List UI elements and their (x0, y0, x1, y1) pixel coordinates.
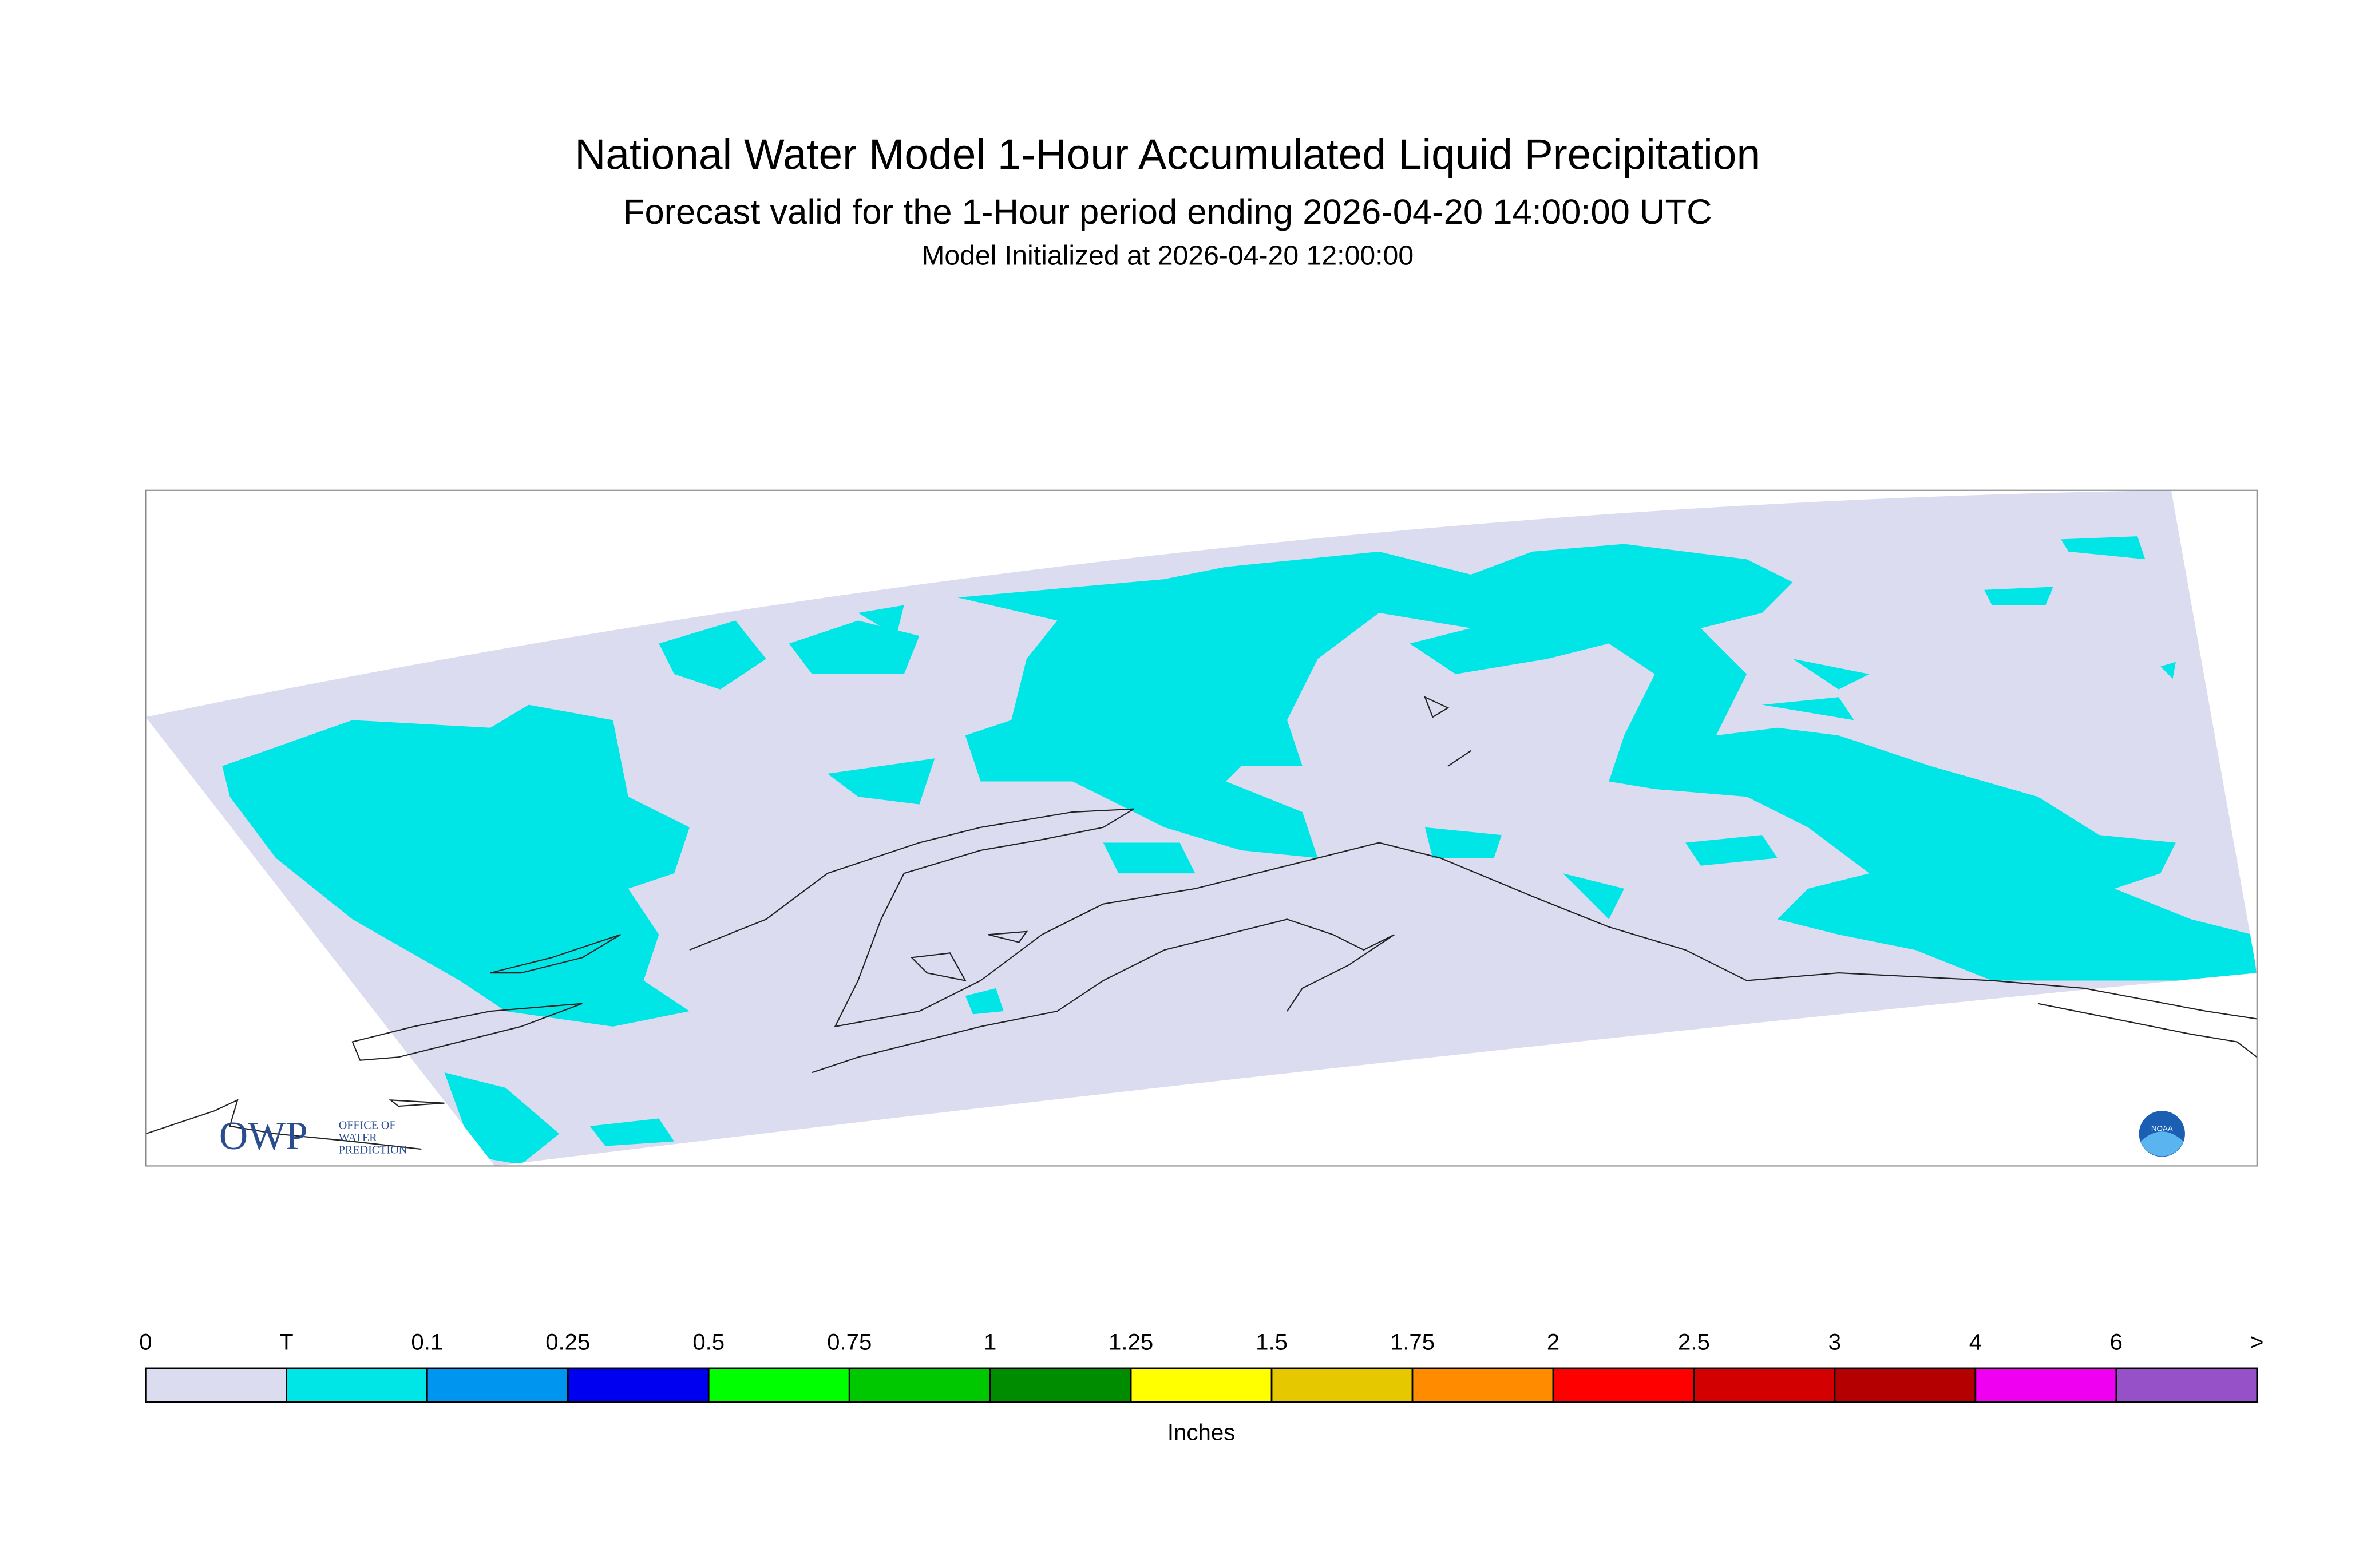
colorbar-box (1974, 1367, 2117, 1403)
map (145, 490, 2257, 1166)
colorbar-box (707, 1367, 850, 1403)
colorbar-box (1552, 1367, 1695, 1403)
colorbar-box (848, 1367, 991, 1403)
colorbar-box (567, 1367, 710, 1403)
colorbar-box (989, 1367, 1132, 1403)
colorbar-label: > (2250, 1329, 2263, 1355)
colorbar-label: 2 (1547, 1329, 1559, 1355)
colorbar-box (1834, 1367, 1977, 1403)
owp-name: PREDICTION (339, 1143, 407, 1156)
init-time: Model Initialized at 2026-04-20 12:00:00 (921, 240, 1414, 271)
precip-areas (222, 536, 2257, 1165)
colorbar-box (1130, 1367, 1273, 1403)
colorbar-unit: Inches (1167, 1420, 1235, 1446)
colorbar-label: 4 (1969, 1329, 1982, 1355)
colorbar: 0 T 0.1 0.25 0.5 0.75 1 1.25 1.5 1.75 2 2.5 3 4 6 > (139, 1329, 2264, 1403)
subtitle: Forecast valid for the 1-Hour period end… (623, 192, 1712, 232)
colorbar-label: 1 (984, 1329, 996, 1355)
colorbar-label: 0.1 (411, 1329, 443, 1355)
colorbar-label: T (279, 1329, 294, 1355)
colorbar-label: 1.25 (1109, 1329, 1153, 1355)
coastlines (145, 696, 2257, 1150)
colorbar-label: 6 (2110, 1329, 2123, 1355)
colorbar-box (426, 1367, 569, 1403)
noaa-wave (2140, 1131, 2184, 1157)
owp-name: WATER (339, 1131, 378, 1144)
colorbar-box (2115, 1367, 2258, 1403)
colorbar-label: 0 (139, 1329, 152, 1355)
colorbar-box (1693, 1367, 1836, 1403)
colorbar-label: 0.75 (827, 1329, 872, 1355)
colorbar-label: 0.5 (692, 1329, 725, 1355)
colorbar-box (1270, 1367, 1414, 1403)
colorbar-label: 1.5 (1256, 1329, 1288, 1355)
owp-name: OFFICE OF (339, 1119, 396, 1131)
colorbar-box (286, 1367, 428, 1403)
map-frame (145, 489, 2258, 1167)
colorbar-label: 2.5 (1678, 1329, 1710, 1355)
colorbar-label: 3 (1828, 1329, 1841, 1355)
colorbar-label: 1.75 (1390, 1329, 1435, 1355)
colorbar-box (1411, 1367, 1554, 1403)
colorbar-label: 0.25 (545, 1329, 590, 1355)
title: National Water Model 1-Hour Accumulated … (575, 130, 1760, 179)
noaa-text: NOAA (2151, 1124, 2173, 1133)
owp-logo: OWP (219, 1114, 308, 1158)
colorbar-box (145, 1367, 287, 1403)
